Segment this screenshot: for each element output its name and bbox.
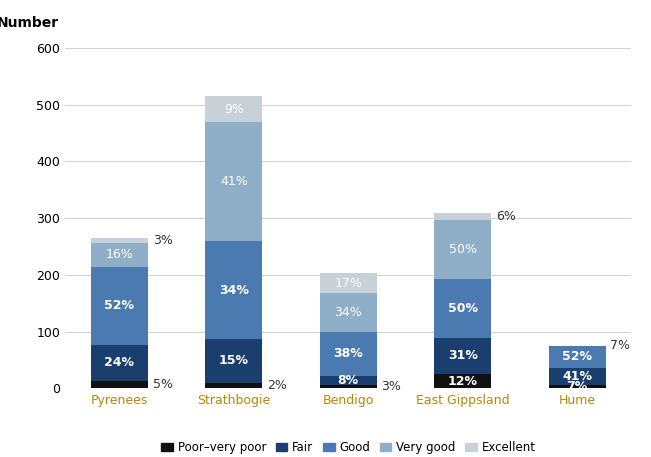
Text: 50%: 50% xyxy=(449,243,477,255)
Bar xyxy=(320,293,377,332)
Bar xyxy=(434,220,492,279)
Text: 17%: 17% xyxy=(335,276,362,290)
Text: 34%: 34% xyxy=(335,306,362,319)
Bar xyxy=(549,368,605,385)
Bar xyxy=(205,383,262,388)
Text: 8%: 8% xyxy=(338,374,359,387)
Bar xyxy=(91,381,148,388)
Text: 52%: 52% xyxy=(104,299,135,312)
Text: 2%: 2% xyxy=(267,379,287,392)
Bar xyxy=(91,266,148,345)
Text: 34%: 34% xyxy=(219,283,249,297)
Text: 9%: 9% xyxy=(224,103,244,116)
Bar xyxy=(549,346,605,368)
Text: 41%: 41% xyxy=(562,370,592,383)
Legend: Poor–very poor, Fair, Good, Very good, Excellent: Poor–very poor, Fair, Good, Very good, E… xyxy=(156,436,540,457)
Text: 50%: 50% xyxy=(448,302,478,315)
Bar xyxy=(434,213,492,220)
Bar xyxy=(205,241,262,339)
Text: 3%: 3% xyxy=(381,380,401,393)
Bar xyxy=(434,338,492,374)
Text: 16%: 16% xyxy=(105,248,133,261)
Bar xyxy=(320,376,377,385)
Bar xyxy=(320,273,377,293)
Bar xyxy=(434,374,492,388)
Bar xyxy=(320,332,377,376)
Text: 7%: 7% xyxy=(610,340,630,352)
Text: 38%: 38% xyxy=(333,347,363,361)
Text: 24%: 24% xyxy=(104,356,135,369)
Bar xyxy=(91,345,148,381)
Text: 15%: 15% xyxy=(219,355,249,367)
Text: 52%: 52% xyxy=(562,351,592,363)
Bar xyxy=(91,243,148,266)
Text: 31%: 31% xyxy=(448,350,478,362)
Bar xyxy=(205,339,262,383)
Text: Number: Number xyxy=(0,16,59,30)
Bar xyxy=(91,238,148,243)
Text: 7%: 7% xyxy=(566,381,588,393)
Bar xyxy=(434,279,492,338)
Text: 6%: 6% xyxy=(496,210,516,223)
Text: 5%: 5% xyxy=(152,378,173,391)
Bar xyxy=(320,385,377,388)
Text: 3%: 3% xyxy=(152,234,173,247)
Text: 41%: 41% xyxy=(220,175,248,188)
Bar xyxy=(205,96,262,122)
Bar xyxy=(205,122,262,241)
Text: 12%: 12% xyxy=(448,375,478,388)
Bar xyxy=(549,385,605,388)
